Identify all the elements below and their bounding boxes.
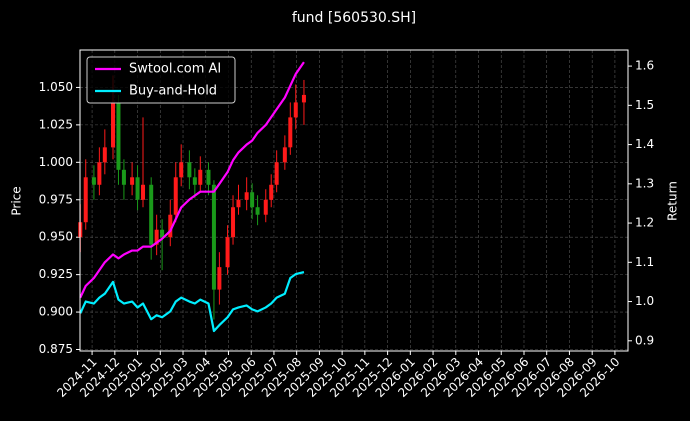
candle-body [173, 177, 178, 215]
candle-body [149, 184, 154, 245]
candle-body [282, 147, 287, 163]
y-tick-label: 0.975 [39, 192, 73, 206]
candle-body [141, 184, 146, 200]
series-line [79, 271, 305, 333]
candle-body [244, 192, 249, 200]
plot-frame [79, 49, 629, 352]
candle-body [206, 169, 211, 185]
y-tick-label: 1.025 [39, 117, 73, 131]
chart-title: fund [560530.SH] [292, 10, 416, 26]
candle-body [192, 177, 197, 185]
legend-label: Swtool.com AI [129, 62, 221, 77]
candle-body [274, 162, 279, 185]
y-tick-label: 0.950 [39, 230, 73, 244]
candle-body [160, 229, 165, 238]
candle-body [211, 184, 216, 290]
candle-body [263, 199, 268, 215]
candle-body [116, 102, 121, 170]
candle-body [269, 184, 274, 200]
y2-tick-label: 0.9 [635, 333, 654, 347]
candle-body [168, 214, 173, 238]
candle-body [255, 207, 260, 215]
y2-axis-label: Return [666, 181, 680, 221]
y2-tick-label: 1.0 [635, 294, 654, 308]
candle-body [293, 102, 298, 118]
candle-body [187, 162, 192, 178]
candle-body [111, 102, 116, 148]
series-line [79, 61, 305, 299]
candle-body [130, 177, 135, 185]
candle-body [301, 94, 306, 103]
y-tick-label: 1.000 [39, 155, 73, 169]
candle-body [97, 162, 102, 185]
candle-body [121, 169, 126, 185]
y2-tick-label: 1.2 [635, 216, 654, 230]
y2-tick-label: 1.3 [635, 176, 654, 190]
y2-tick-label: 1.5 [635, 98, 654, 112]
candle-body [135, 177, 140, 200]
candle-body [179, 162, 184, 178]
y-tick-label: 0.875 [39, 342, 73, 356]
candle-body [288, 117, 293, 148]
y2-tick-label: 1.6 [635, 59, 654, 73]
y2-tick-label: 1.1 [635, 255, 654, 269]
candle-body [91, 177, 96, 185]
legend-label: Buy-and-Hold [129, 84, 217, 99]
candle-body [102, 147, 107, 163]
candle-body [154, 229, 159, 245]
candle-body [231, 207, 236, 238]
candle-body [250, 192, 255, 208]
candle-body [236, 199, 241, 208]
y-tick-label: 1.050 [39, 80, 73, 94]
candle-body [217, 267, 222, 290]
y-axis-label: Price [10, 186, 24, 215]
y-tick-label: 0.900 [39, 305, 73, 319]
y-tick-label: 0.925 [39, 267, 73, 281]
candle-body [198, 169, 203, 185]
candle-body [83, 177, 88, 223]
legend-box [86, 56, 236, 104]
candle-body [225, 237, 230, 268]
y2-tick-label: 1.4 [635, 137, 654, 151]
